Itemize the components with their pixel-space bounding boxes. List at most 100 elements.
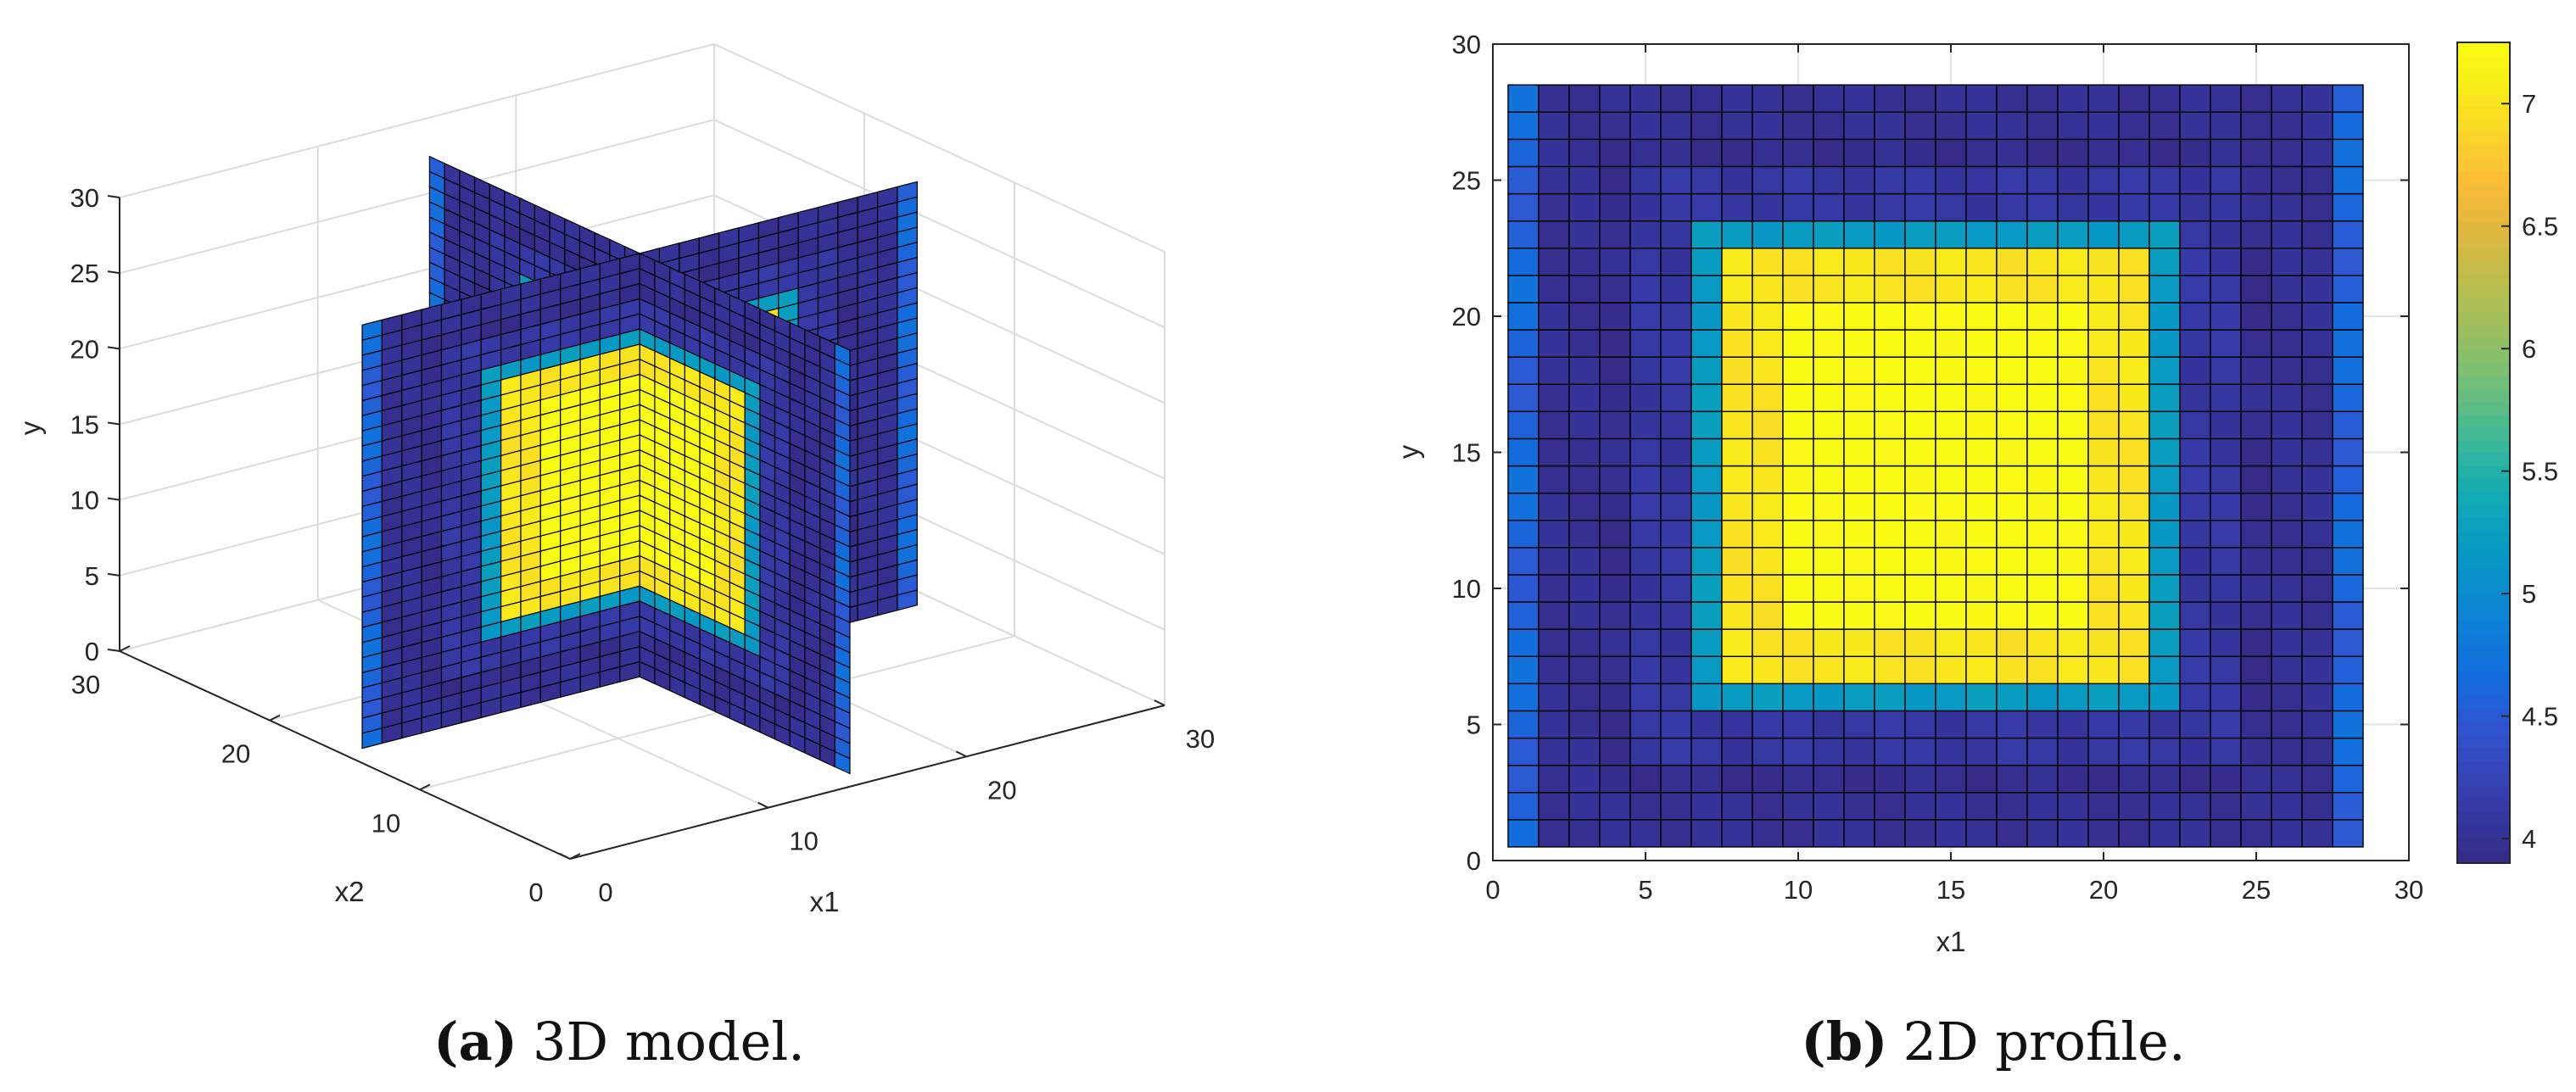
b-cell [1599,628,1631,657]
b-cell [1690,84,1723,113]
colorbar-swatch [2457,658,2510,671]
b-cell [1721,601,1753,630]
a-ytick-label: 25 [70,259,99,288]
b-cell [1752,819,1784,848]
b-cell [1507,84,1539,113]
b-cell [2057,710,2089,739]
caption-b-text: 2D profile. [1903,1011,2185,1072]
b-cell [2332,628,2364,657]
b-cell [1874,84,1906,113]
colorbar-swatch [2457,529,2510,543]
b-cell [2026,547,2059,576]
b-cell [1721,682,1753,712]
caption-a-letter: (a) [433,1011,517,1072]
b-cell [1996,220,2028,249]
b-cell [2149,220,2181,249]
b-cell [2026,520,2059,549]
b-cell [2301,192,2333,222]
b-cell [1568,492,1601,521]
b-cell [1538,356,1570,385]
b-cell [2240,655,2272,685]
b-cell [2301,465,2333,494]
b-cell [1721,547,1753,576]
b-cell [2240,492,2272,521]
colorbar-swatch [2457,337,2510,351]
b-cell [1996,520,2028,549]
b-cell [1813,574,1845,603]
b-cell [2118,819,2150,848]
b-cell [2210,329,2242,358]
b-cell [1568,383,1601,413]
b-cell [1904,410,1936,440]
b-cell [1752,764,1784,794]
b-cell [2210,792,2242,821]
b-cell [1904,165,1936,195]
a-xtick-label: 0 [598,878,612,907]
b-xtick-label: 15 [1936,875,1965,905]
b-cell [1660,275,1692,304]
b-cell [2026,792,2059,821]
b-cell [1904,492,1936,521]
a-ytick-mark [107,497,120,501]
b-cell [1782,275,1814,304]
colorbar-swatch [2457,439,2510,454]
b-cell [1507,764,1539,794]
b-cell [1629,628,1662,657]
b-cell [1568,574,1601,603]
b-cell [1996,437,2028,467]
colorbar-swatch [2457,760,2510,774]
a-xtick-mark [757,801,769,809]
b-cell [1965,165,1998,195]
b-cell [2179,655,2211,685]
b-cell [2057,111,2089,141]
b-cell [1660,138,1692,168]
b-cell [1843,710,1875,739]
b-cell [2087,220,2120,249]
b-cell [1843,410,1875,440]
b-cell [1568,248,1601,276]
b-cell [2057,192,2089,222]
b-cell [1813,682,1845,712]
caption-b-letter: (b) [1801,1011,1887,1072]
b-cell [2301,111,2333,141]
a-ytick-label: 15 [70,410,99,440]
a-ztick-mark [569,853,581,860]
b-cell [1782,165,1814,195]
colorbar-swatch [2457,81,2510,95]
b-cell [2057,302,2089,331]
b-cell [1507,410,1539,440]
b-cell [1935,383,1967,413]
colorbar-swatch [2457,491,2510,505]
b-cell [1813,383,1845,413]
colorbar-swatch [2457,465,2510,479]
a-grid-line [119,119,715,275]
panel-a-xlabel: x1 [810,886,840,917]
b-cell [2332,275,2364,304]
b-cell [1813,220,1845,249]
colorbar-swatch [2457,234,2510,248]
b-cell [2057,383,2089,413]
b-cell [1629,574,1662,603]
b-cell [1507,547,1539,576]
colorbar-swatch [2457,722,2510,736]
b-cell [1660,84,1692,113]
b-cell [1935,111,1967,141]
colorbar-swatch [2457,478,2510,492]
b-cell [1935,628,1967,657]
b-cell [2026,220,2059,249]
b-cell [2149,248,2181,276]
panel-a-ticks: 0 5 10 15 20 25 30 0 10 20 30 0 10 20 30 [70,183,1215,907]
a-xtick-mark [955,750,967,758]
b-cell [2301,737,2333,766]
b-cell [2179,220,2211,249]
b-cell [1752,437,1784,467]
colorbar-swatch [2457,516,2510,531]
b-cell [1843,275,1875,304]
b-cell [2271,737,2303,766]
colorbar-swatch [2457,248,2510,261]
b-ytick-label: 30 [1452,30,1481,59]
b-cell [2057,655,2089,685]
b-cell [2179,329,2211,358]
b-cell [1690,819,1723,848]
